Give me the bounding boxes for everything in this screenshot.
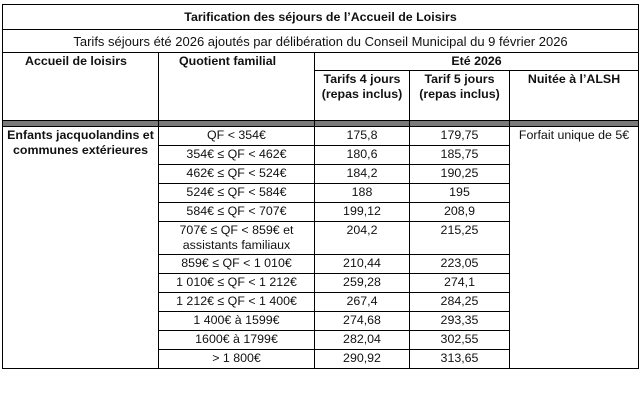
tarif-5-jours-cell: 215,25 — [409, 221, 510, 255]
tarif-5-jours-cell: 195 — [409, 183, 510, 203]
table-row: 859€ ≤ QF < 1 010€ 210,44 223,05 — [3, 254, 639, 274]
quotient-cell: 859€ ≤ QF < 1 010€ — [158, 254, 315, 274]
tarif-5-jours-cell: 274,1 — [409, 273, 510, 293]
tarif-4-jours-cell: 259,28 — [314, 273, 410, 293]
tarif-4-jours-cell: 210,44 — [314, 254, 410, 274]
tarif-4-jours-cell: 180,6 — [314, 145, 410, 165]
tarif-4-jours-cell: 290,92 — [314, 349, 410, 369]
tarif-4-jours-cell: 175,8 — [314, 126, 410, 146]
tarif-5-jours-cell: 190,25 — [409, 164, 510, 184]
quotient-cell: 584€ ≤ QF < 707€ — [158, 202, 315, 222]
tarif-5-jours-cell: 179,75 — [409, 126, 510, 146]
table-subtitle: Tarifs séjours été 2026 ajoutés par déli… — [1, 29, 640, 53]
quotient-cell: 462€ ≤ QF < 524€ — [158, 164, 315, 184]
tarif-4-jours-cell: 204,2 — [314, 221, 410, 255]
quotient-cell: 524€ ≤ QF < 584€ — [158, 183, 315, 203]
header-nuitee: Nuitée à l’ALSH — [508, 70, 640, 121]
tarif-4-jours-cell: 274,68 — [314, 311, 410, 331]
tarif-5-jours-cell: 185,75 — [409, 145, 510, 165]
quotient-cell: 354€ ≤ QF < 462€ — [158, 145, 315, 165]
tarif-5-jours-cell: 313,65 — [409, 349, 510, 369]
quotient-cell: 1 010€ ≤ QF < 1 212€ — [158, 273, 315, 293]
tarif-5-jours-cell: 284,25 — [409, 292, 510, 312]
tarif-5-jours-cell: 223,05 — [409, 254, 510, 274]
tarif-4-jours-cell: 282,04 — [314, 330, 410, 350]
header-season: Eté 2026 — [313, 52, 640, 71]
tarif-4-jours-cell: 184,2 — [314, 164, 410, 184]
table-row: 354€ ≤ QF < 462€ 180,6 185,75 — [3, 145, 639, 165]
quotient-cell: QF < 354€ — [158, 126, 315, 146]
table-row: > 1 800€ 290,92 313,65 — [3, 349, 639, 369]
nuitee-cell: Forfait unique de 5€ — [508, 126, 640, 369]
tarif-5-jours-cell: 293,35 — [409, 311, 510, 331]
quotient-cell: > 1 800€ — [158, 349, 315, 369]
table-row: Enfants jacquolandins et communes extéri… — [2, 126, 640, 369]
document-page: Tarification des séjours de l’Accueil de… — [1, 4, 640, 369]
tarif-4-jours-cell: 267,4 — [314, 292, 410, 312]
quotient-cell: 1 400€ à 1599€ — [158, 311, 315, 331]
quotient-cell: 1600€ à 1799€ — [158, 330, 315, 350]
header-accueil: Accueil de loisirs — [2, 52, 159, 121]
table-row: 462€ ≤ QF < 524€ 184,2 190,25 — [3, 164, 639, 184]
tarifs-table: Tarification des séjours de l’Accueil de… — [1, 4, 640, 369]
quotient-cell: 1 212€ ≤ QF < 1 400€ — [158, 292, 315, 312]
tarif-5-jours-cell: 208,9 — [409, 202, 510, 222]
table-row: 584€ ≤ QF < 707€ 199,12 208,9 — [3, 202, 639, 222]
table-title: Tarification des séjours de l’Accueil de… — [1, 4, 640, 30]
tarif-5-jours-cell: 302,55 — [409, 330, 510, 350]
tarif-4-jours-cell: 199,12 — [314, 202, 410, 222]
header-tarif-5-jours: Tarif 5 jours (repas inclus) — [409, 70, 510, 121]
quotient-cell: 707€ ≤ QF < 859€ et assistants familiaux — [158, 221, 315, 255]
header-tarif-4-jours: Tarifs 4 jours (repas inclus) — [314, 70, 410, 121]
group-label: Enfants jacquolandins et communes extéri… — [2, 126, 159, 369]
tarif-4-jours-cell: 188 — [314, 183, 410, 203]
header-quotient: Quotient familial — [158, 52, 315, 121]
